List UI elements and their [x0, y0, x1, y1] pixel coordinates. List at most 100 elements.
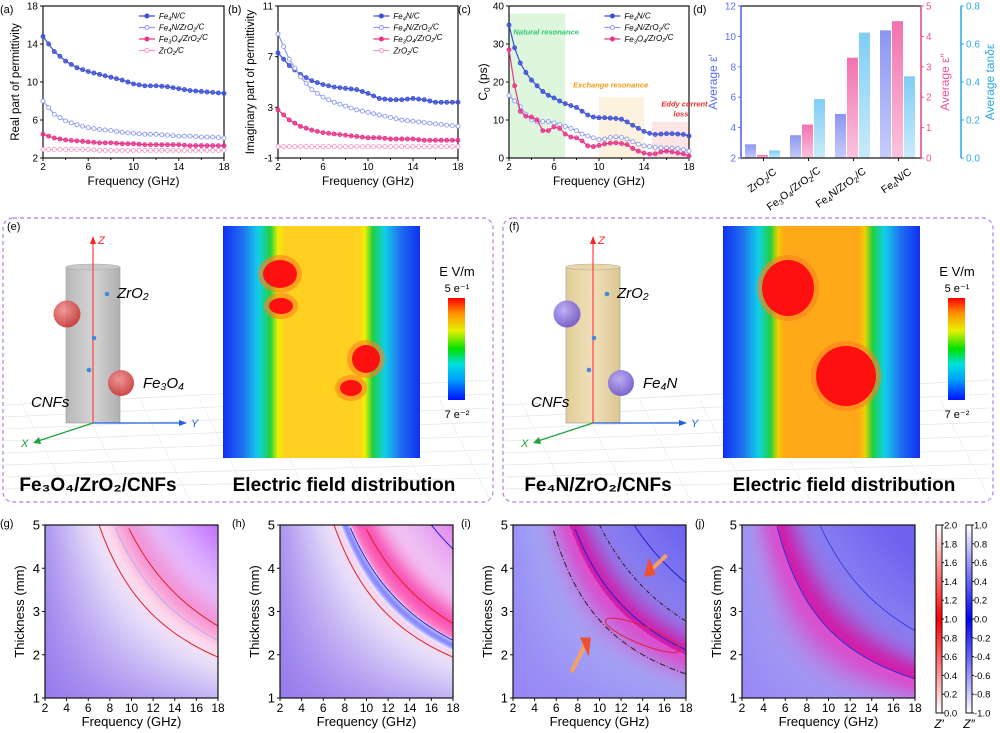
impedance-colorbars: 2.01.81.61.41.21.00.80.60.40.20.0Z′1.00.…: [933, 521, 990, 732]
x-tick-label: 2: [277, 701, 284, 715]
x-axis: [537, 422, 594, 442]
data-point: [46, 133, 52, 139]
data-point: [80, 146, 86, 152]
data-point: [108, 127, 114, 133]
data-point: [455, 123, 461, 129]
colorbar-tick-label: 0.0: [944, 709, 957, 720]
y-tick-label: 0.0: [966, 154, 980, 165]
floor-grid-line: [4, 477, 491, 490]
x-tick-label: 2: [275, 162, 281, 173]
y-tick-label: 5: [268, 518, 275, 533]
x-tick-label: 12: [614, 701, 628, 715]
data-point: [57, 146, 63, 152]
data-point: [125, 79, 131, 85]
colorbar-tick-label: 0.8: [974, 539, 987, 550]
x-axis-label: Frequency (GHz): [553, 174, 645, 188]
data-point: [164, 84, 170, 90]
data-point: [421, 97, 427, 103]
x-tick-label: 8: [342, 701, 349, 715]
data-point: [125, 147, 131, 153]
x-tick-label: 18: [218, 162, 230, 173]
data-point: [85, 125, 91, 131]
y-tick-label: 20: [493, 78, 505, 89]
data-point: [404, 96, 410, 102]
data-point: [108, 147, 114, 153]
x-tick-label: 2: [739, 701, 746, 715]
data-point: [382, 96, 388, 102]
legend-label: Fe4N/C: [159, 11, 185, 22]
data-point: [433, 99, 438, 105]
contour-line: [366, 529, 454, 624]
data-point: [80, 138, 86, 144]
data-point: [309, 127, 315, 133]
data-point: [675, 146, 681, 151]
colorbar-tick-label: 1.0: [974, 521, 987, 532]
zro2-dot: [586, 367, 592, 373]
data-point: [57, 136, 63, 142]
y-tick-label: 10: [725, 32, 737, 43]
data-point: [399, 144, 405, 150]
colorbar-max: 5 e⁻¹: [945, 283, 970, 295]
data-point: [624, 119, 630, 125]
data-point: [343, 103, 348, 109]
data-point: [438, 99, 444, 105]
data-point: [326, 97, 332, 103]
data-point: [534, 117, 540, 123]
data-point: [331, 131, 337, 137]
data-point: [131, 141, 136, 147]
x-tick-label: 12: [146, 701, 160, 715]
data-point: [131, 130, 136, 136]
y-tick-label: 2: [33, 647, 40, 662]
data-point: [170, 147, 176, 153]
data-point: [399, 97, 405, 103]
arrow-shaft: [569, 640, 589, 673]
data-point: [198, 147, 204, 153]
legend-marker: [378, 36, 384, 42]
data-point: [292, 65, 298, 71]
colorbar-tick-label: -1.0: [974, 709, 990, 720]
data-point: [382, 144, 388, 150]
data-point: [63, 146, 69, 152]
data-point: [557, 125, 563, 131]
y-tick-label: 5: [33, 518, 40, 533]
data-point: [664, 131, 669, 137]
field-hotspot: [762, 260, 814, 316]
contour-line: [114, 527, 219, 641]
data-point: [376, 144, 382, 150]
legend-marker: [378, 48, 384, 53]
contour-line: [98, 524, 219, 658]
data-point: [444, 99, 450, 105]
data-point: [91, 147, 97, 153]
data-point: [512, 83, 518, 89]
z-arrow: [90, 236, 96, 244]
data-point: [416, 137, 422, 143]
data-point: [331, 144, 337, 150]
data-point: [354, 144, 360, 150]
x-tick-label: 12: [843, 701, 857, 715]
data-point: [292, 144, 298, 150]
data-point: [675, 131, 681, 137]
panel-e-fe3o4-simulation: Z Y X ZrO₂ Fe₃O₄ CNFs E V/m 5 e⁻¹ 7 e⁻² Fe₃O₄/ZrO…: [2, 217, 494, 503]
data-point: [91, 139, 97, 145]
x-axis-label: Frequency (GHz): [317, 714, 417, 729]
data-point: [170, 85, 176, 91]
data-point: [204, 89, 210, 95]
caption-composite: Fe₃O₄/ZrO₂/CNFs: [19, 475, 176, 496]
legend-marker: [144, 13, 150, 19]
data-point: [427, 120, 433, 126]
data-point: [382, 135, 388, 141]
data-point: [658, 131, 664, 137]
y-tick-label: 0.4: [966, 78, 980, 89]
category-label: Fe4N/ZrO2/C: [813, 165, 870, 211]
y-tick-label: 5: [926, 2, 932, 13]
colorbar-tick-label: -0.2: [974, 633, 990, 644]
data-point: [221, 147, 227, 153]
bar-Average-ε′-1: [790, 135, 801, 158]
data-point: [275, 107, 281, 113]
legend-label: ZrO2/C: [158, 46, 184, 57]
data-point: [108, 140, 114, 146]
data-point: [641, 143, 647, 149]
data-point: [97, 127, 103, 132]
data-point: [281, 112, 287, 118]
